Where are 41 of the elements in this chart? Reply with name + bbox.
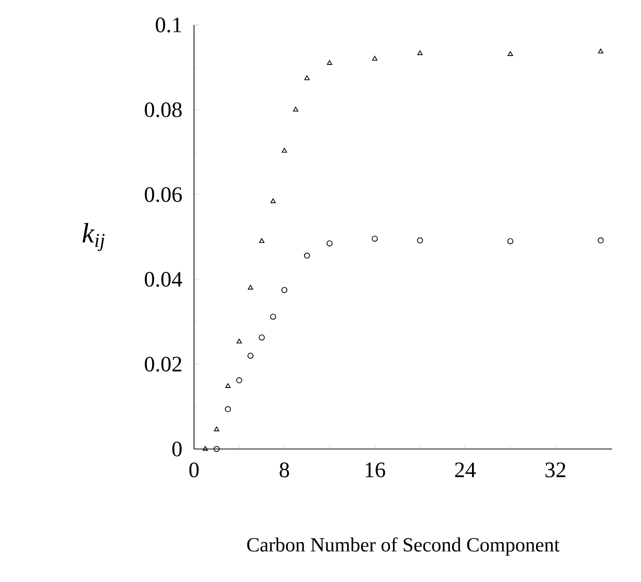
x-tick-label: 0	[189, 462, 199, 478]
y-tick-label: 0.02	[144, 356, 182, 372]
point	[304, 252, 310, 259]
point	[416, 237, 423, 244]
point	[507, 238, 514, 244]
y-tick-label: 0.1	[156, 18, 182, 32]
point	[598, 48, 604, 54]
point	[508, 51, 513, 56]
y-tick-label: 0.04	[144, 272, 182, 287]
x-axis-title: Carbon Number of Second Component	[247, 537, 560, 556]
y-tick-label: 0.06	[144, 187, 182, 202]
y-tick-label: 0	[172, 442, 182, 456]
point	[202, 446, 208, 451]
point	[259, 238, 264, 243]
point	[247, 352, 254, 359]
x-tick-label: 8	[280, 462, 290, 478]
point	[236, 377, 242, 384]
point	[270, 314, 276, 320]
y-tick-label: 0.08	[144, 102, 182, 118]
point	[214, 426, 220, 432]
point	[598, 237, 604, 244]
y-axis-title: k$_{ij}$	[82, 222, 105, 252]
point	[258, 334, 265, 340]
point	[417, 50, 423, 56]
point	[225, 383, 231, 388]
point	[214, 446, 220, 452]
point	[248, 284, 254, 290]
point	[282, 148, 288, 153]
point	[304, 75, 310, 80]
x-tick-label: 24	[455, 462, 476, 478]
x-tick-label: 16	[366, 462, 386, 478]
x-tick-label: 32	[546, 462, 566, 478]
point	[372, 56, 378, 61]
point	[372, 236, 378, 242]
point	[270, 198, 276, 204]
point	[326, 60, 332, 65]
point	[293, 106, 298, 112]
point	[224, 406, 231, 412]
point	[326, 240, 333, 246]
point	[281, 287, 288, 293]
point	[236, 338, 242, 344]
